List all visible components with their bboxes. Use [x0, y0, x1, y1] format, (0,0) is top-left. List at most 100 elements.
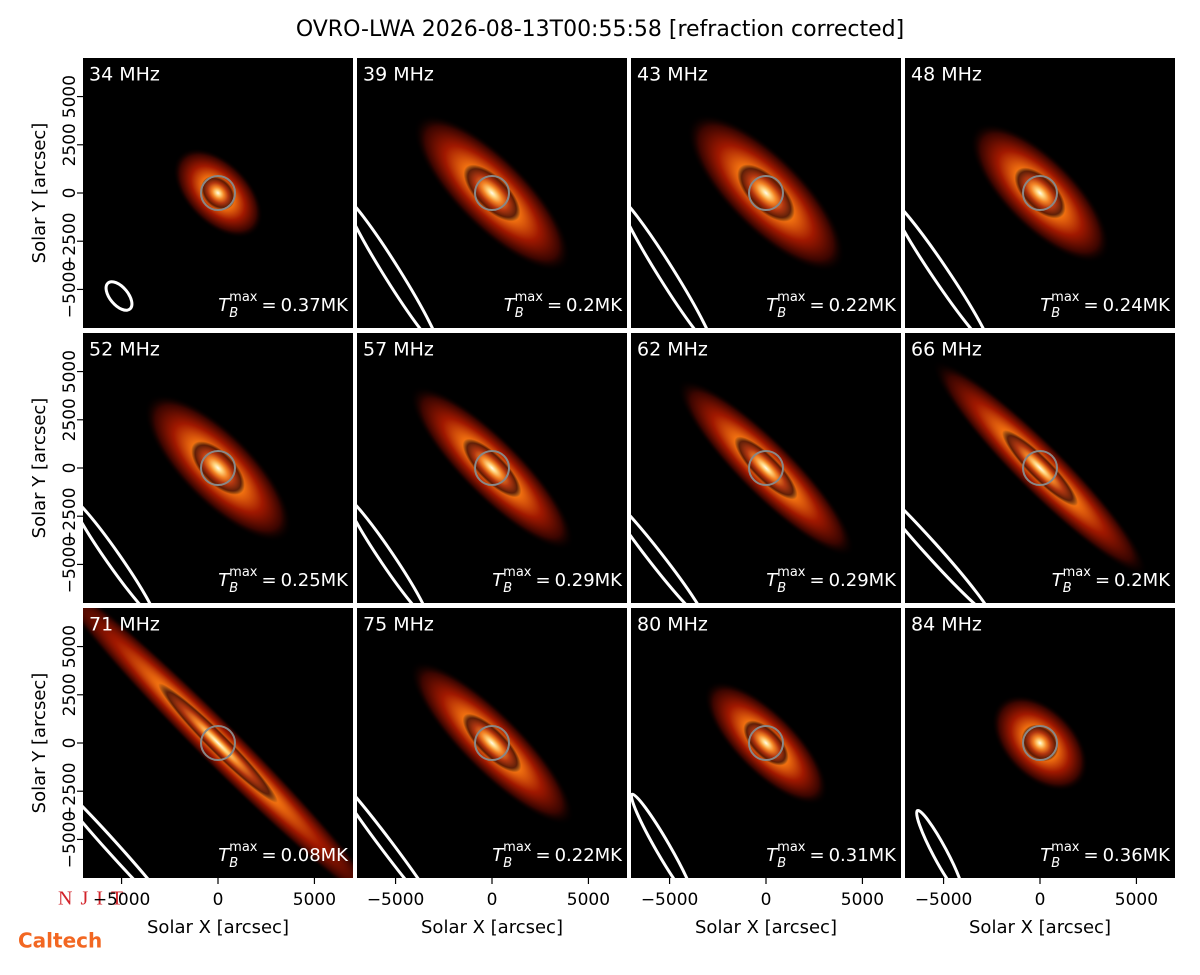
tb-sup: max — [777, 565, 806, 580]
tb-symbol: T — [1040, 295, 1053, 316]
tb-sup: max — [229, 840, 258, 855]
y-tick-label: 2500 — [60, 123, 80, 166]
tb-sup: max — [777, 290, 806, 305]
beam — [631, 196, 715, 328]
x-tick-label: 0 — [487, 890, 498, 910]
panel — [357, 333, 627, 603]
tb-sub: B — [229, 306, 238, 321]
y-tick-label: −2500 — [60, 212, 80, 270]
tb-sub: B — [1063, 581, 1072, 596]
panel — [83, 608, 353, 878]
beam — [631, 493, 708, 603]
tb-value: 0.22MK — [555, 845, 624, 866]
x-tick-label: 0 — [761, 890, 772, 910]
x-tick-label: 5000 — [1115, 890, 1158, 910]
frequency-label: 62 MHz — [637, 339, 708, 361]
panel — [631, 608, 901, 878]
tb-symbol: T — [218, 295, 231, 316]
solar-disk — [1022, 725, 1058, 761]
solar-disk — [200, 450, 236, 486]
y-tick-label: −5000 — [60, 811, 80, 869]
tb-sub: B — [777, 306, 786, 321]
tb-sub: B — [777, 856, 786, 871]
beam — [915, 808, 965, 878]
x-tick-label: −5000 — [915, 890, 973, 910]
tb-sup: max — [1051, 840, 1080, 855]
panel — [357, 58, 627, 328]
caltech-logo: Caltech — [18, 929, 102, 953]
beam — [104, 280, 134, 312]
tb-symbol: T — [492, 570, 505, 591]
y-tick-label: 2500 — [60, 673, 80, 716]
x-tick-label: 5000 — [293, 890, 336, 910]
radio-core — [737, 164, 795, 222]
tb-value: 0.36MK — [1103, 845, 1172, 866]
tb-symbol: T — [766, 845, 779, 866]
tb-symbol: T — [766, 570, 779, 591]
x-tick-label: 0 — [213, 890, 224, 910]
frequency-label: 80 MHz — [637, 614, 708, 636]
tb-max-label: TBmax = 0.29MK — [766, 565, 897, 596]
tb-sub: B — [1051, 306, 1060, 321]
tb-value: 0.24MK — [1103, 295, 1172, 316]
radio-core — [462, 438, 522, 498]
tb-eq: = — [261, 845, 276, 866]
tb-eq: = — [535, 845, 550, 866]
beam — [83, 497, 157, 603]
frequency-label: 34 MHz — [89, 64, 160, 86]
beam — [357, 772, 443, 878]
radio-core — [734, 436, 798, 500]
radio-core — [1014, 167, 1066, 219]
solar-disk — [474, 450, 510, 486]
panel — [631, 333, 901, 603]
radio-core — [462, 713, 522, 773]
tb-symbol: T — [1052, 570, 1065, 591]
solar-disk — [1022, 175, 1058, 211]
beam — [83, 775, 179, 878]
radio-core — [1021, 724, 1059, 762]
x-tick-label: −5000 — [93, 890, 151, 910]
tb-eq: = — [1095, 570, 1110, 591]
tb-sup: max — [229, 565, 258, 580]
y-tick-label: 0 — [60, 463, 80, 474]
tb-max-label: TBmax = 0.22MK — [766, 290, 897, 321]
tb-max-label: TBmax = 0.25MK — [218, 565, 349, 596]
beam — [631, 792, 697, 878]
radio-core — [743, 720, 789, 766]
tb-value: 0.08MK — [281, 845, 350, 866]
tb-eq: = — [809, 845, 824, 866]
tb-sub: B — [229, 856, 238, 871]
y-tick-label: −5000 — [60, 536, 80, 594]
radio-core — [1002, 430, 1078, 506]
solar-disk — [200, 175, 236, 211]
panel — [905, 608, 1175, 878]
solar-disk — [748, 725, 784, 761]
y-tick-label: 0 — [60, 738, 80, 749]
radio-core — [191, 441, 245, 495]
y-tick-label: 5000 — [60, 350, 80, 393]
solar-disk — [1022, 450, 1058, 486]
panel — [905, 333, 1175, 603]
x-tick-label: 0 — [1035, 890, 1046, 910]
beam — [905, 479, 992, 603]
tb-symbol: T — [218, 570, 231, 591]
x-axis-label: Solar X [arcsec] — [421, 917, 563, 938]
tb-sub: B — [777, 581, 786, 596]
tb-max-label: TBmax = 0.2MK — [504, 290, 624, 321]
y-axis-label: Solar Y [arcsec] — [29, 673, 50, 814]
tb-value: 0.31MK — [829, 845, 898, 866]
tb-max-label: TBmax = 0.24MK — [1040, 290, 1171, 321]
frequency-label: 66 MHz — [911, 339, 982, 361]
tb-value: 0.2MK — [1114, 570, 1171, 591]
frequency-label: 48 MHz — [911, 64, 982, 86]
tb-eq: = — [535, 570, 550, 591]
tb-max-label: TBmax = 0.22MK — [492, 840, 623, 871]
tb-symbol: T — [504, 295, 517, 316]
tb-sup: max — [503, 840, 532, 855]
x-axis-label: Solar X [arcsec] — [969, 917, 1111, 938]
tb-max-label: TBmax = 0.31MK — [766, 840, 897, 871]
solar-disk — [474, 725, 510, 761]
solar-disk — [474, 175, 510, 211]
radio-core — [158, 683, 278, 803]
